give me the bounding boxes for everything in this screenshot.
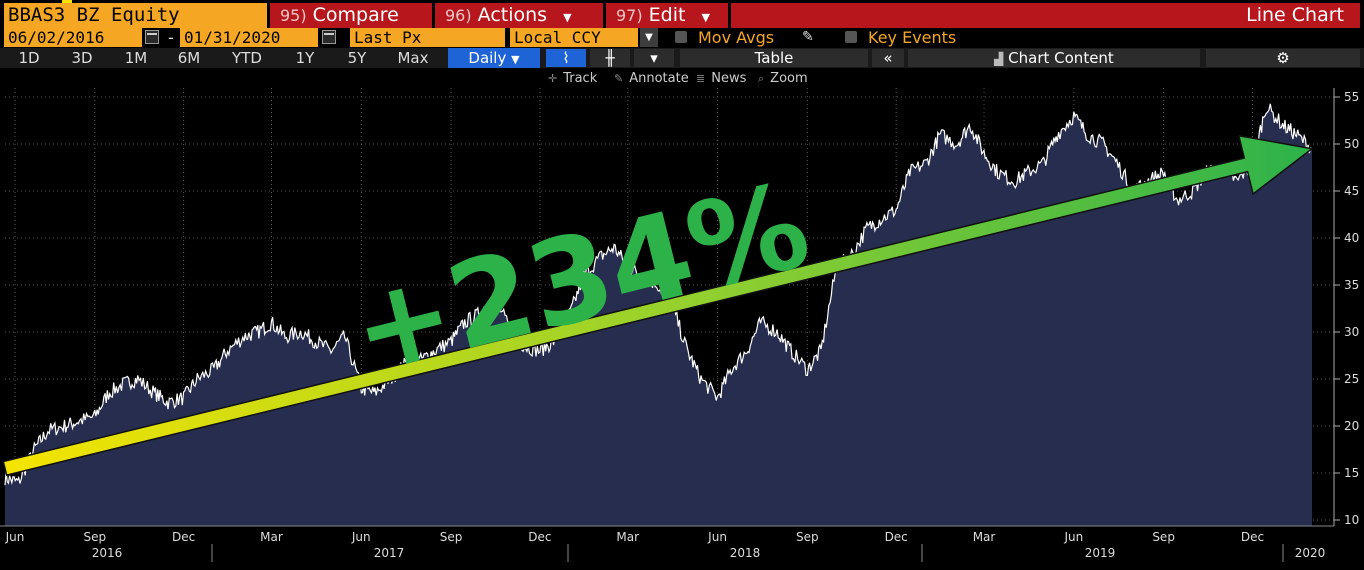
mov-avgs-checkbox[interactable] <box>675 31 687 43</box>
timeframe-row: 1D 3D 1M 6M YTD 1Y 5Y Max Daily ▼ ⌇ ╫ ▾ … <box>0 48 1364 68</box>
y-tick-label: 40 <box>1344 231 1359 245</box>
crosshair-icon: ✛ <box>548 72 558 85</box>
x-tick-label: Dec <box>172 530 195 544</box>
price-line <box>4 103 1313 486</box>
pencil-icon[interactable]: ✎ <box>802 29 814 45</box>
key-events-checkbox[interactable] <box>845 31 857 43</box>
x-year-label: 2018 <box>730 546 761 560</box>
x-year-label: 2016 <box>92 546 123 560</box>
timeframe-max[interactable]: Max <box>397 49 429 67</box>
x-tick-label: Sep <box>1152 530 1175 544</box>
gear-icon[interactable]: ⚙ <box>1206 49 1360 67</box>
pencil-icon: ✎ <box>614 72 624 85</box>
x-year-label: 2020 <box>1295 546 1326 560</box>
y-tick-label: 55 <box>1344 90 1359 104</box>
chevron-down-icon: ▼ <box>563 11 572 24</box>
ticker-field[interactable]: BBAS3 BZ Equity <box>4 0 267 28</box>
x-axis: Jun Sep Dec Mar Jun Sep Dec Mar Jun Sep Dec Mar Jun S… <box>0 525 1334 562</box>
actions-button[interactable]: 96) Actions ▼ <box>435 3 603 28</box>
x-tick-label: Mar <box>616 530 639 544</box>
chevron-down-icon[interactable]: ▾ <box>634 49 674 67</box>
start-date-input[interactable]: 06/02/2016 <box>4 28 142 47</box>
y-tick-label: 30 <box>1344 325 1359 339</box>
x-tick-label: Dec <box>1241 530 1264 544</box>
collapse-icon[interactable]: « <box>872 49 904 67</box>
x-year-label: 2019 <box>1085 546 1116 560</box>
periodicity-select[interactable]: Daily ▼ <box>448 48 540 68</box>
x-year-label: 2017 <box>374 546 405 560</box>
timeframe-3d[interactable]: 3D <box>71 49 93 67</box>
currency-select[interactable]: Local CCY <box>510 28 638 47</box>
mov-avgs-label: Mov Avgs <box>698 28 775 47</box>
chevron-down-icon: ▼ <box>701 11 710 24</box>
timeframe-5y[interactable]: 5Y <box>347 49 367 67</box>
timeframe-ytd[interactable]: YTD <box>232 49 262 67</box>
news-tool[interactable]: ≣ News <box>696 70 746 88</box>
news-icon: ≣ <box>696 72 706 85</box>
y-tick-label: 20 <box>1344 419 1359 433</box>
chart-content-label: Chart Content <box>1008 49 1114 67</box>
y-tick-label: 50 <box>1344 137 1359 151</box>
news-label: News <box>711 71 747 86</box>
compare-button[interactable]: 95) Compare <box>270 3 432 28</box>
timeframe-6m[interactable]: 6M <box>177 49 201 67</box>
field-select[interactable]: Last Px <box>350 28 505 47</box>
y-tick-label: 15 <box>1344 466 1359 480</box>
line-chart-icon[interactable]: ⌇ <box>546 49 586 67</box>
timeframe-1m[interactable]: 1M <box>124 49 148 67</box>
x-tick-label: Jun <box>5 530 25 544</box>
y-tick-label: 10 <box>1344 513 1359 527</box>
search-icon: ⌕ <box>758 72 765 85</box>
table-button[interactable]: Table <box>680 49 868 67</box>
end-date-input[interactable]: 01/31/2020 <box>180 28 318 47</box>
trend-arrow <box>2 134 1314 477</box>
y-tick-label: 45 <box>1344 184 1359 198</box>
zoom-tool[interactable]: ⌕ Zoom <box>758 70 808 88</box>
x-tick-label: Mar <box>973 530 996 544</box>
x-tick-label: Dec <box>885 530 908 544</box>
timeframe-1y[interactable]: 1Y <box>295 49 315 67</box>
edit-label: Edit <box>648 4 686 26</box>
x-tick-label: Jun <box>351 530 371 544</box>
track-tool[interactable]: ✛ Track <box>548 70 597 88</box>
track-label: Track <box>563 71 598 86</box>
x-tick-label: Sep <box>440 530 463 544</box>
actions-label: Actions <box>477 4 548 26</box>
zoom-label: Zoom <box>770 71 808 86</box>
bar-chart-icon: ▟ <box>994 52 1004 66</box>
trend-arrow-shape <box>2 134 1314 477</box>
x-tick-label: Dec <box>528 530 551 544</box>
date-separator: - <box>168 28 174 47</box>
calendar-icon[interactable] <box>322 30 336 44</box>
annotate-label: Annotate <box>629 71 689 86</box>
y-tick-label: 35 <box>1344 278 1359 292</box>
y-axis: 10 15 20 25 30 35 40 45 50 55 <box>1333 88 1359 527</box>
chevron-down-icon[interactable]: ▼ <box>640 28 658 47</box>
calendar-icon[interactable] <box>145 30 159 44</box>
compare-shortcut: 95) <box>280 6 307 25</box>
price-chart[interactable]: 10 15 20 25 30 35 40 45 50 55 Jun Sep Dec Mar Jun Sep D… <box>0 88 1364 570</box>
actions-shortcut: 96) <box>445 6 472 25</box>
y-tick-label: 25 <box>1344 372 1359 386</box>
annotate-tool[interactable]: ✎ Annotate <box>614 70 689 88</box>
x-tick-label: Mar <box>260 530 283 544</box>
x-tick-label: Jun <box>1063 530 1083 544</box>
candlestick-icon[interactable]: ╫ <box>590 49 630 67</box>
x-tick-label: Jun <box>707 530 727 544</box>
edit-shortcut: 97) <box>616 6 643 25</box>
timeframe-1d[interactable]: 1D <box>18 49 40 67</box>
top-toolbar: BBAS3 BZ Equity 95) Compare 96) Actions … <box>0 0 1364 28</box>
chart-type-label[interactable]: Line Chart <box>731 3 1360 28</box>
chart-content-button[interactable]: ▟ Chart Content <box>908 49 1200 67</box>
chart-tools-row: ✛ Track ✎ Annotate ≣ News ⌕ Zoom <box>0 70 1364 88</box>
edit-button[interactable]: 97) Edit ▼ <box>606 3 728 28</box>
controls-row: 06/02/2016 - 01/31/2020 Last Px Local CC… <box>0 28 1364 48</box>
chevron-down-icon: ▼ <box>511 53 520 66</box>
periodicity-label: Daily <box>468 49 507 67</box>
compare-label: Compare <box>312 4 399 26</box>
key-events-label: Key Events <box>868 28 957 47</box>
x-tick-label: Sep <box>796 530 819 544</box>
x-tick-label: Sep <box>83 530 106 544</box>
